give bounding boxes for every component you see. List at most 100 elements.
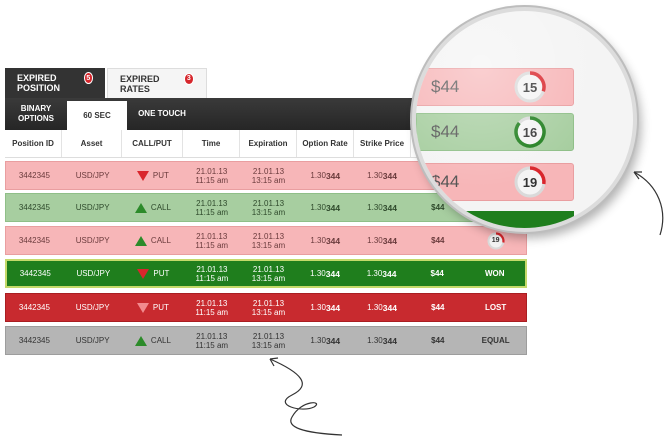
column-header[interactable]: CALL/PUT bbox=[122, 130, 183, 157]
top-tabs: EXPIRED POSITION 5 EXPIRED RATES 3 bbox=[5, 68, 207, 98]
result-badge: WON bbox=[484, 269, 505, 278]
option-rate: 1.30 344 bbox=[297, 162, 354, 189]
table-row[interactable]: 3442345 USD/JPY PUT 21.01.13 11:15 am 21.… bbox=[5, 259, 527, 288]
countdown-timer-icon: 15 bbox=[513, 70, 547, 104]
strike-price: 1.30 344 bbox=[354, 294, 411, 321]
position-id: 3442345 bbox=[19, 269, 51, 278]
direction: PUT bbox=[123, 162, 184, 189]
time: 21.01.13 11:15 am bbox=[183, 194, 240, 221]
time: 21.01.13 11:15 am bbox=[183, 162, 240, 189]
strike-price: 1.30 344 bbox=[353, 261, 410, 286]
option-rate: 1.30 344 bbox=[297, 227, 354, 254]
position-id: 3442345 bbox=[18, 171, 50, 180]
tab-label: OPTIONS bbox=[17, 114, 54, 123]
rate-prefix: 1.30 bbox=[310, 171, 326, 180]
time-hour: 11:15 am bbox=[195, 307, 229, 317]
amount: $44 bbox=[430, 269, 444, 278]
tab-label: 60 SEC bbox=[83, 110, 111, 120]
time-date: 21.01.13 bbox=[196, 198, 228, 208]
call-arrow-icon bbox=[134, 335, 147, 346]
exp-hour: 13:15 am bbox=[251, 340, 286, 350]
asset: USD/JPY bbox=[75, 303, 110, 312]
put-arrow-icon bbox=[137, 268, 150, 279]
countdown-timer-icon: 19 bbox=[513, 165, 547, 199]
amount: $44 bbox=[431, 236, 445, 245]
call-arrow-icon bbox=[134, 235, 147, 246]
result-badge: LOST bbox=[484, 303, 507, 312]
amount: $44 bbox=[431, 303, 445, 312]
rate-prefix: 1.30 bbox=[310, 303, 326, 312]
rate-suffix: 344 bbox=[325, 202, 341, 213]
amount: $44 bbox=[431, 203, 445, 212]
strike-price: 1.30 344 bbox=[354, 327, 411, 354]
time-date: 21.01.13 bbox=[196, 166, 228, 176]
tab-label: ONE TOUCH bbox=[138, 109, 186, 118]
tab-binary-options[interactable]: BINARY OPTIONS bbox=[5, 98, 67, 130]
column-header[interactable]: Time bbox=[183, 130, 240, 157]
put-arrow-icon bbox=[136, 302, 149, 313]
expiration: 21.01.13 13:15 am bbox=[240, 162, 297, 189]
exp-hour: 13:15 am bbox=[251, 273, 286, 283]
exp-date: 21.01.13 bbox=[252, 264, 285, 274]
strike-price: 1.30 344 bbox=[354, 227, 411, 254]
strike-suffix: 344 bbox=[382, 302, 397, 313]
direction-label: CALL bbox=[150, 203, 171, 212]
column-header[interactable]: Strike Price bbox=[354, 130, 411, 157]
amount: $44 bbox=[431, 336, 445, 345]
direction: CALL bbox=[123, 327, 184, 354]
direction: PUT bbox=[123, 261, 184, 286]
direction: PUT bbox=[123, 294, 184, 321]
exp-date: 21.01.13 bbox=[252, 331, 285, 341]
time-hour: 11:15 am bbox=[195, 273, 229, 283]
time-hour: 11:15 am bbox=[195, 207, 229, 217]
asset: USD/JPY bbox=[75, 171, 110, 180]
direction-label: CALL bbox=[150, 236, 171, 245]
rate-suffix: 344 bbox=[325, 335, 341, 346]
direction-label: PUT bbox=[153, 269, 170, 278]
time-hour: 11:15 am bbox=[195, 240, 229, 250]
expiration: 21.01.13 13:15 am bbox=[240, 294, 297, 321]
strike-prefix: 1.30 bbox=[367, 236, 383, 245]
tab-one-touch[interactable]: ONE TOUCH bbox=[127, 98, 197, 130]
magnified-amount: $44 bbox=[431, 77, 460, 96]
strike-suffix: 344 bbox=[382, 268, 397, 279]
tab-60-sec[interactable]: 60 SEC bbox=[67, 101, 127, 130]
column-header[interactable]: Expiration bbox=[240, 130, 297, 157]
expiration: 21.01.13 13:15 am bbox=[240, 327, 297, 354]
time: 21.01.13 11:15 am bbox=[183, 294, 240, 321]
exp-date: 21.01.13 bbox=[252, 298, 285, 308]
tab-expired-rates[interactable]: EXPIRED RATES 3 bbox=[107, 68, 207, 98]
time-date: 21.01.13 bbox=[196, 231, 228, 241]
direction: CALL bbox=[123, 227, 184, 254]
option-rate: 1.30 344 bbox=[297, 294, 354, 321]
time-hour: 11:15 am bbox=[195, 340, 229, 350]
rate-suffix: 344 bbox=[325, 235, 341, 246]
strike-price: 1.30 344 bbox=[354, 162, 411, 189]
squiggle-arrow-icon bbox=[269, 357, 343, 436]
table-row[interactable]: 3442345 USD/JPY CALL 21.01.13 11:15 am 21… bbox=[5, 326, 527, 355]
column-header[interactable]: Position ID bbox=[5, 130, 62, 157]
position-id: 3442345 bbox=[18, 203, 50, 212]
asset: USD/JPY bbox=[76, 269, 111, 278]
column-header[interactable]: Option Rate bbox=[297, 130, 354, 157]
time-date: 21.01.13 bbox=[196, 298, 228, 308]
magnified-row: $44 19 bbox=[416, 163, 574, 201]
position-id: 3442345 bbox=[18, 303, 50, 312]
magnified-row: $44 15 bbox=[416, 68, 574, 106]
column-header[interactable]: Asset bbox=[62, 130, 122, 157]
option-rate: 1.30 344 bbox=[297, 261, 354, 286]
strike-price: 1.30 344 bbox=[354, 194, 411, 221]
table-row[interactable]: 3442345 USD/JPY CALL 21.01.13 11:15 am 21… bbox=[5, 226, 527, 255]
strike-suffix: 344 bbox=[382, 202, 397, 213]
exp-hour: 13:15 am bbox=[251, 307, 286, 317]
count-badge: 5 bbox=[83, 72, 93, 84]
table-row[interactable]: 3442345 USD/JPY PUT 21.01.13 11:15 am 21.… bbox=[5, 293, 527, 322]
rate-prefix: 1.30 bbox=[310, 203, 326, 212]
strike-suffix: 344 bbox=[382, 170, 397, 181]
countdown-value: 15 bbox=[522, 79, 538, 95]
strike-prefix: 1.30 bbox=[367, 203, 383, 212]
time: 21.01.13 11:15 am bbox=[183, 327, 240, 354]
tab-expired-position[interactable]: EXPIRED POSITION 5 bbox=[5, 68, 105, 98]
strike-prefix: 1.30 bbox=[367, 303, 383, 312]
exp-date: 21.01.13 bbox=[252, 166, 285, 176]
